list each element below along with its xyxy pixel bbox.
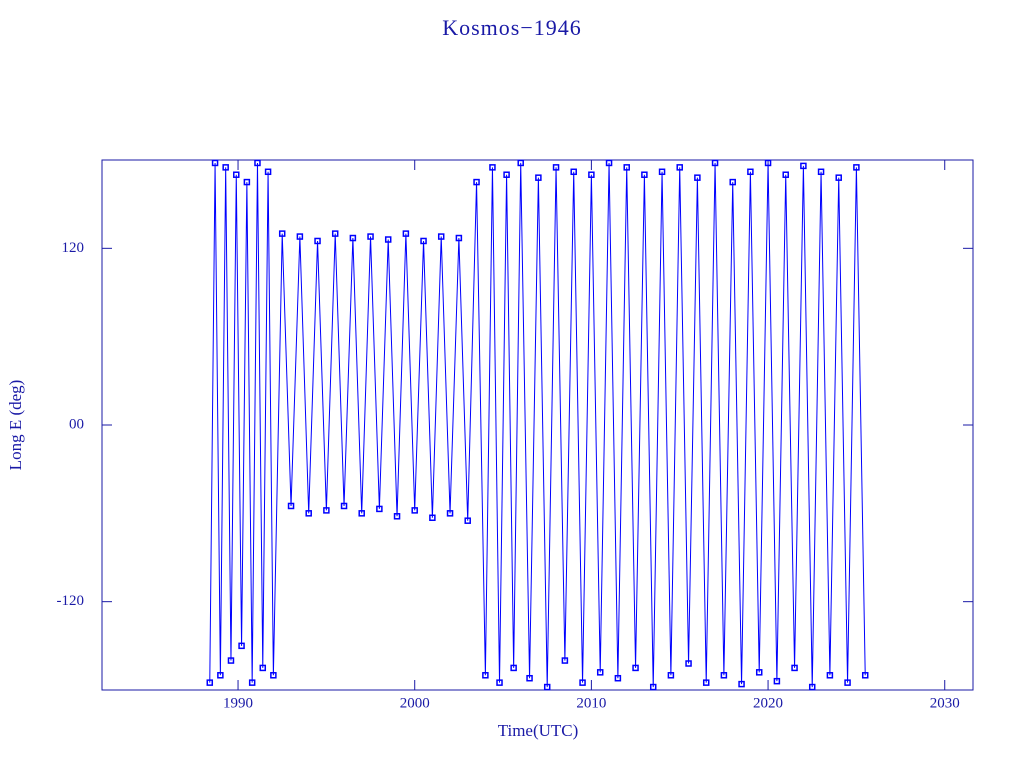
data-point — [420, 237, 427, 245]
data-point — [738, 680, 745, 688]
x-tick-label: 2010 — [576, 695, 606, 711]
data-point — [331, 230, 339, 237]
x-tick-label: 2030 — [930, 695, 960, 711]
data-point — [773, 677, 781, 685]
data-point — [446, 510, 454, 517]
data-line — [209, 162, 866, 688]
data-point — [605, 159, 613, 167]
data-point — [367, 233, 374, 240]
data-point — [764, 159, 772, 167]
chart-title: Kosmos−1946 — [442, 15, 582, 40]
data-point — [503, 171, 510, 178]
y-axis-label: Long E (deg) — [6, 380, 25, 471]
data-point — [358, 510, 365, 517]
data-point — [211, 159, 219, 167]
data-point — [844, 679, 851, 686]
x-axis-label: Time(UTC) — [498, 721, 579, 740]
data-point — [270, 672, 277, 679]
data-point — [861, 672, 869, 679]
data-point — [287, 502, 295, 510]
y-tick-label: 120 — [62, 240, 85, 256]
data-point — [323, 507, 330, 514]
data-point — [808, 683, 816, 691]
data-point — [482, 672, 489, 679]
x-tick-label: 2020 — [753, 695, 783, 711]
data-point — [254, 159, 261, 167]
data-point — [570, 168, 577, 176]
data-point — [614, 674, 622, 682]
data-point — [296, 233, 304, 240]
x-tick-label: 2000 — [400, 695, 430, 711]
data-point — [711, 159, 719, 167]
data-point — [526, 674, 533, 682]
data-point — [685, 660, 692, 667]
data-point — [552, 164, 560, 171]
data-point — [464, 517, 471, 524]
data-point — [340, 502, 348, 510]
data-point — [264, 168, 272, 176]
data-point — [376, 505, 383, 513]
y-tick-label: -120 — [57, 593, 85, 609]
data-point — [694, 174, 701, 181]
data-point — [243, 178, 251, 186]
data-point — [473, 178, 480, 186]
data-point — [217, 672, 224, 679]
data-point — [393, 513, 401, 520]
data-point — [496, 679, 503, 686]
data-point — [747, 168, 754, 176]
data-point — [817, 168, 825, 176]
data-point — [641, 171, 648, 178]
data-point — [791, 664, 798, 672]
data-point — [543, 683, 551, 691]
data-point — [800, 162, 807, 170]
data-point — [411, 507, 418, 514]
data-point — [517, 159, 524, 167]
data-point — [314, 237, 321, 245]
data-point — [853, 164, 860, 171]
data-point — [510, 664, 517, 672]
data-point — [489, 164, 496, 171]
data-point — [596, 669, 604, 676]
data-point — [632, 664, 639, 672]
data-point — [535, 174, 542, 181]
data-point — [826, 672, 834, 679]
data-point — [755, 669, 763, 676]
data-point — [835, 174, 842, 181]
data-point — [561, 657, 569, 664]
data-point — [455, 234, 463, 242]
y-tick-label: 00 — [69, 416, 84, 432]
data-point — [667, 672, 675, 679]
data-point — [259, 664, 267, 672]
data-point — [349, 234, 357, 242]
data-point — [278, 230, 286, 237]
data-point — [649, 683, 657, 691]
data-point — [402, 230, 410, 237]
data-point — [238, 642, 245, 650]
data-point — [720, 672, 728, 679]
data-point — [658, 168, 666, 176]
x-tick-label: 1990 — [223, 695, 253, 711]
data-point — [676, 164, 683, 171]
data-point — [233, 171, 240, 178]
data-point — [384, 236, 392, 243]
data-point — [248, 679, 256, 686]
data-point — [782, 171, 789, 178]
data-point — [579, 679, 586, 686]
data-point — [702, 679, 710, 686]
data-point — [429, 514, 436, 521]
data-point — [729, 178, 736, 186]
data-point — [206, 679, 214, 686]
data-point — [222, 164, 229, 171]
data-point — [588, 171, 595, 178]
data-point — [227, 657, 235, 664]
data-point — [305, 510, 312, 517]
data-point — [623, 164, 630, 171]
data-point — [437, 233, 445, 240]
